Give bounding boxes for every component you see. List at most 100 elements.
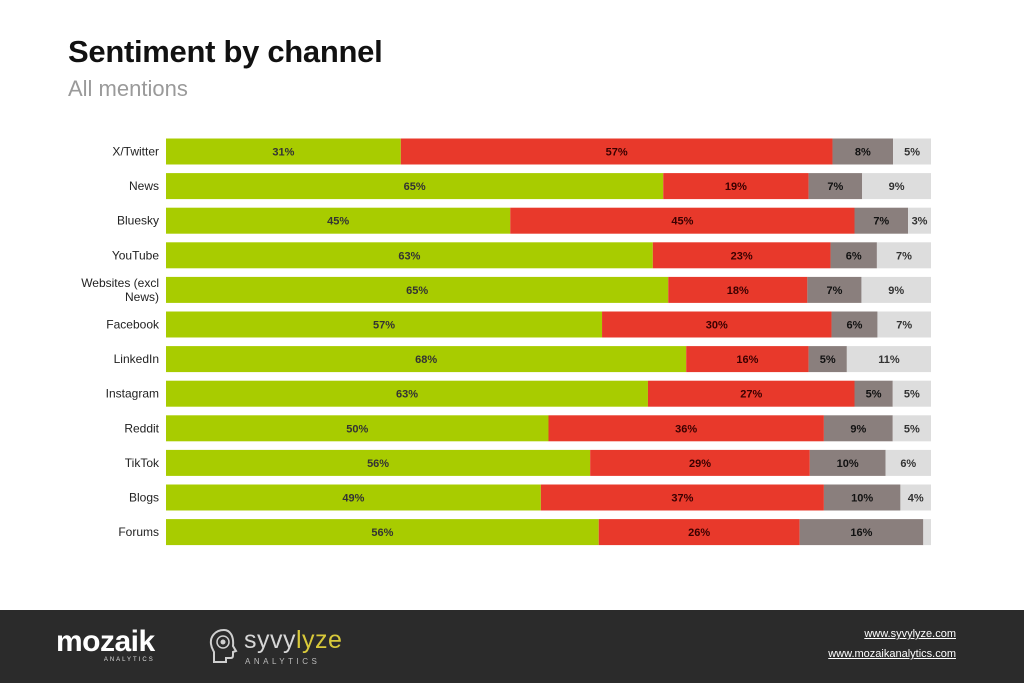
category-label: Facebook [106, 318, 160, 332]
mozaik-logo: mozaik ANALYTICS [56, 626, 155, 664]
bar-segment [166, 207, 511, 234]
category-label: LinkedIn [114, 352, 159, 366]
data-label: 57% [606, 147, 628, 159]
data-label: 4% [908, 493, 924, 505]
bar-segment [663, 173, 809, 200]
bar-segment [166, 484, 541, 511]
bar-segment [799, 519, 924, 546]
category-label: Forums [118, 525, 159, 539]
data-label: 50% [346, 423, 368, 435]
category-label: YouTube [112, 248, 159, 262]
bar-segment [686, 346, 809, 373]
data-label: 9% [888, 285, 904, 297]
bar-segment [885, 449, 931, 476]
bar-segment [846, 346, 931, 373]
data-label: 63% [398, 250, 420, 262]
footer: mozaik ANALYTICS syvylyze ANALYTICS www.… [0, 610, 1024, 683]
bar-segment [862, 173, 931, 200]
data-label: 5% [904, 147, 920, 159]
syvylyze-wordmark-b: lyze [296, 626, 343, 654]
syvylyze-wordmark-a: syvy [244, 626, 296, 654]
bar-segment [647, 380, 855, 407]
data-label: 10% [837, 458, 859, 470]
bar-segment [652, 242, 831, 269]
data-label: 57% [373, 320, 395, 332]
data-label: 27% [740, 389, 762, 401]
data-label: 19% [725, 181, 747, 193]
data-label: 6% [846, 250, 862, 262]
stacked-bar-chart: X/Twitter 31% 57% 8% 5% News 65% 19% 7% 9% Bluesky… [81, 138, 931, 546]
data-label: 65% [406, 285, 428, 297]
bar-segment [830, 242, 877, 269]
data-label: 7% [827, 181, 843, 193]
bar-segment [900, 484, 931, 511]
bar-segment [602, 311, 832, 338]
data-label: 18% [727, 285, 749, 297]
data-label: 26% [688, 527, 710, 539]
data-label: 56% [367, 458, 389, 470]
data-label: 5% [866, 389, 882, 401]
bar-segment [166, 173, 664, 200]
bar-segment [893, 138, 931, 165]
bar-segment [892, 380, 931, 407]
bar-segment [807, 276, 862, 303]
head-profile-icon [209, 628, 238, 663]
bar-segment [540, 484, 824, 511]
data-label: 37% [671, 493, 693, 505]
bar-segment [166, 449, 591, 476]
bar-segment [908, 207, 931, 234]
data-label: 7% [896, 320, 912, 332]
data-label: 29% [689, 458, 711, 470]
bar-segment [166, 519, 599, 546]
data-label: 11% [878, 354, 900, 366]
mozaik-logo-text: mozaik [56, 625, 155, 658]
bar-segment [166, 138, 401, 165]
syvylyze-tagline: ANALYTICS [245, 657, 321, 666]
data-label: 68% [415, 354, 437, 366]
category-label: News [129, 179, 159, 193]
data-label: 31% [272, 147, 294, 159]
bar-segment [668, 276, 808, 303]
data-label: 6% [900, 458, 916, 470]
bar-segment [876, 242, 931, 269]
mozaik-link[interactable]: www.mozaikanalytics.com [828, 648, 956, 660]
category-label: Blogs [129, 491, 159, 505]
bar-segment [809, 449, 886, 476]
bar-segment [892, 415, 931, 442]
data-label: 56% [371, 527, 393, 539]
bar-segment [548, 415, 824, 442]
mozaik-logo-subtext: ANALYTICS [103, 657, 155, 663]
bar-segment [854, 207, 909, 234]
data-label: 6% [847, 320, 863, 332]
data-label: 5% [820, 354, 836, 366]
data-label: 49% [342, 493, 364, 505]
bar-segment [166, 346, 687, 373]
bar-segment [823, 415, 893, 442]
data-label: 16% [850, 527, 872, 539]
data-label: 16% [736, 354, 758, 366]
syvylyze-wordmark: syvylyze [244, 626, 342, 655]
syvylyze-logo: syvylyze ANALYTICS [208, 624, 342, 670]
data-label: 63% [396, 389, 418, 401]
bar-segment [877, 311, 931, 338]
bar-segment [166, 311, 603, 338]
bar-segment [166, 276, 669, 303]
data-label: 7% [826, 285, 842, 297]
bar-segment [510, 207, 855, 234]
bar-segment [823, 484, 901, 511]
chart-subtitle: All mentions [68, 76, 188, 101]
data-label: 45% [327, 216, 349, 228]
data-label: 30% [706, 320, 728, 332]
data-label: 8% [855, 147, 871, 159]
category-label: Bluesky [117, 214, 159, 228]
data-label: 65% [404, 181, 426, 193]
bar-segment [831, 311, 878, 338]
syvylyze-link[interactable]: www.syvylyze.com [864, 628, 956, 640]
category-label: Websites (excl News) [81, 276, 159, 304]
bar-segment [808, 346, 847, 373]
bar-segment [808, 173, 863, 200]
data-label: 7% [896, 250, 912, 262]
category-label: X/Twitter [112, 145, 159, 159]
data-label: 3% [912, 216, 928, 228]
data-label: 45% [671, 216, 693, 228]
